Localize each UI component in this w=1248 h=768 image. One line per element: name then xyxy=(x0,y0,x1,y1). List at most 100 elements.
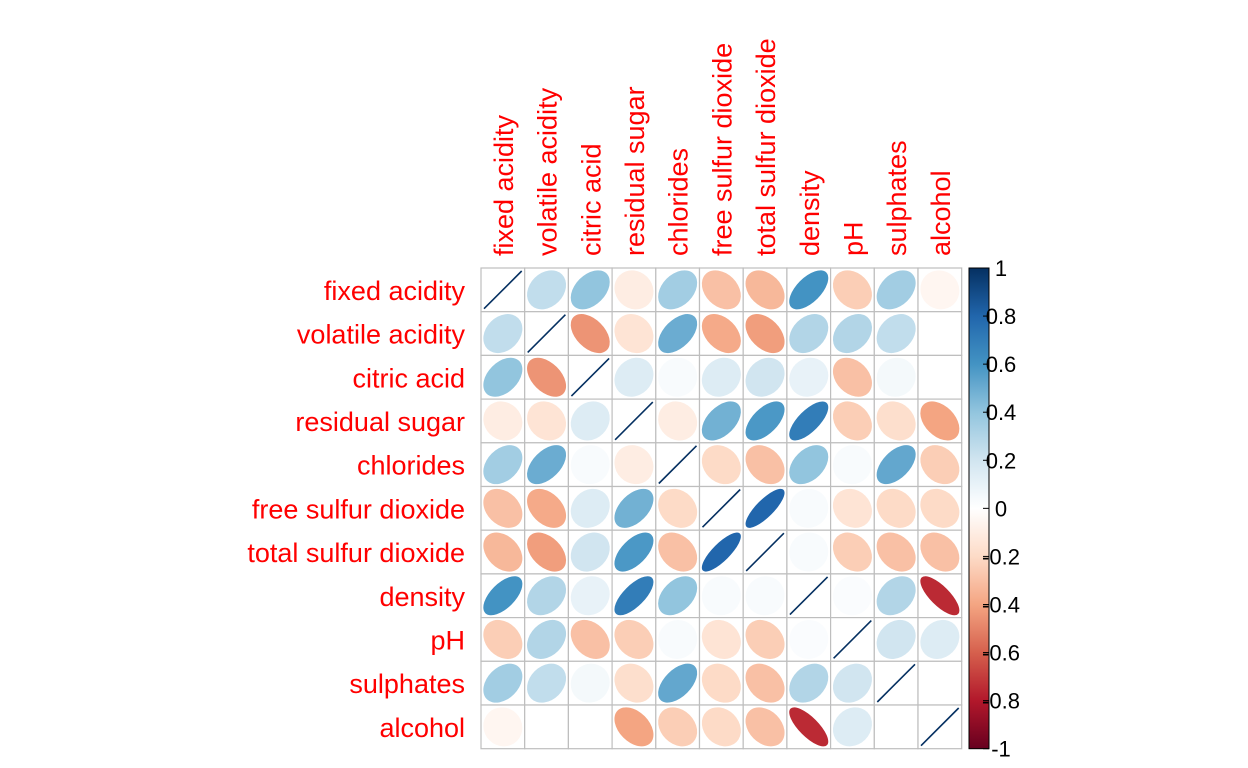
cell-ph-x-sulphates xyxy=(873,616,919,662)
diagonal-ellipse xyxy=(920,707,960,747)
cell-citric-acid-x-residual-sugar xyxy=(611,354,657,400)
correlation-ellipse xyxy=(745,576,785,616)
correlation-ellipse xyxy=(920,357,960,397)
correlation-ellipse xyxy=(701,270,741,310)
correlation-ellipse xyxy=(701,663,741,703)
cell-fixed-acidity-x-sulphates xyxy=(873,267,919,313)
correlation-ellipse xyxy=(614,488,654,528)
correlation-ellipse xyxy=(570,707,610,747)
cell-citric-acid-x-sulphates xyxy=(873,354,919,400)
correlation-ellipse xyxy=(483,314,523,354)
cell-fixed-acidity-x-chlorides xyxy=(655,267,701,313)
correlation-ellipse xyxy=(658,314,698,354)
cell-free-sulfur-dioxide-x-sulphates xyxy=(873,485,919,531)
colorbar-tick-label: -0.2 xyxy=(982,544,1020,569)
correlation-ellipse xyxy=(832,707,872,747)
row-label-alcohol: alcohol xyxy=(379,713,465,743)
correlation-cells xyxy=(480,267,963,750)
colorbar-tick-label: -0.4 xyxy=(982,592,1020,617)
cell-chlorides-x-volatile-acidity xyxy=(524,442,570,488)
cell-ph-x-total-sulfur-dioxide xyxy=(742,616,788,662)
cell-volatile-acidity-x-free-sulfur-dioxide xyxy=(698,311,744,357)
correlation-ellipse xyxy=(832,663,872,703)
colorbar-tick-label: 0 xyxy=(995,496,1007,521)
row-label-sulphates: sulphates xyxy=(349,669,465,699)
correlation-ellipse xyxy=(745,663,785,703)
cell-alcohol-x-ph xyxy=(829,704,875,750)
cell-fixed-acidity-x-density xyxy=(786,267,832,313)
cell-chlorides-x-citric-acid xyxy=(567,442,613,488)
correlation-ellipse xyxy=(920,314,960,354)
cell-chlorides-x-residual-sugar xyxy=(611,442,657,488)
correlation-ellipse xyxy=(701,707,741,747)
correlation-ellipse xyxy=(745,401,785,441)
cell-sulphates-x-residual-sugar xyxy=(611,660,657,706)
cell-sulphates-x-sulphates xyxy=(873,660,919,706)
cell-citric-acid-x-fixed-acidity xyxy=(480,354,526,400)
cell-sulphates-x-density xyxy=(786,660,832,706)
correlation-ellipse xyxy=(701,401,741,441)
cell-volatile-acidity-x-total-sulfur-dioxide xyxy=(742,311,788,357)
correlation-ellipse xyxy=(527,532,567,572)
cell-citric-acid-x-total-sulfur-dioxide xyxy=(742,354,788,400)
column-label-alcohol: alcohol xyxy=(926,170,956,256)
correlation-ellipse xyxy=(527,663,567,703)
cell-volatile-acidity-x-density xyxy=(786,311,832,357)
row-labels: fixed acidity volatile acidity citric acid… xyxy=(247,276,465,743)
column-label-chlorides: chlorides xyxy=(664,148,694,256)
correlation-ellipse xyxy=(832,532,872,572)
correlation-ellipse xyxy=(832,445,872,485)
cell-density-x-residual-sugar xyxy=(611,573,657,619)
cell-free-sulfur-dioxide-x-ph xyxy=(829,485,875,531)
column-label-free-sulfur-dioxide: free sulfur dioxide xyxy=(707,43,737,256)
correlation-ellipse xyxy=(745,314,785,354)
correlation-ellipse xyxy=(483,488,523,528)
cell-citric-acid-x-citric-acid xyxy=(567,354,613,400)
cell-citric-acid-x-ph xyxy=(829,354,875,400)
cell-alcohol-x-total-sulfur-dioxide xyxy=(742,704,788,750)
correlation-ellipse xyxy=(527,619,567,659)
correlation-ellipse xyxy=(701,357,741,397)
correlation-ellipse xyxy=(920,663,960,703)
correlation-ellipse xyxy=(483,619,523,659)
correlation-ellipse xyxy=(483,576,523,616)
cell-sulphates-x-ph xyxy=(829,660,875,706)
cell-alcohol-x-sulphates xyxy=(873,704,919,750)
correlation-ellipse xyxy=(658,357,698,397)
correlation-ellipse xyxy=(745,270,785,310)
correlation-ellipse xyxy=(789,357,829,397)
correlation-ellipse xyxy=(527,270,567,310)
cell-alcohol-x-alcohol xyxy=(917,704,963,750)
diagonal-ellipse xyxy=(527,314,566,353)
cell-volatile-acidity-x-sulphates xyxy=(873,311,919,357)
row-label-chlorides: chlorides xyxy=(357,451,465,481)
correlation-ellipse xyxy=(614,619,654,659)
row-label-free-sulfur-dioxide: free sulfur dioxide xyxy=(252,494,465,524)
correlation-ellipse xyxy=(701,619,741,659)
colorbar-tick-label: -0.8 xyxy=(982,689,1020,714)
cell-alcohol-x-residual-sugar xyxy=(611,704,657,750)
cell-ph-x-ph xyxy=(829,616,875,662)
cell-free-sulfur-dioxide-x-alcohol xyxy=(917,485,963,531)
correlation-ellipse xyxy=(614,270,654,310)
correlation-ellipse xyxy=(614,663,654,703)
correlation-ellipse xyxy=(658,663,698,703)
cell-residual-sugar-x-chlorides xyxy=(655,398,701,444)
correlation-ellipse xyxy=(876,314,916,354)
correlation-ellipse xyxy=(920,576,960,616)
diagonal-ellipse xyxy=(789,576,829,616)
correlation-ellipse xyxy=(876,445,916,485)
cell-fixed-acidity-x-fixed-acidity xyxy=(480,267,526,313)
correlation-ellipse xyxy=(876,619,916,659)
correlation-ellipse xyxy=(483,445,523,485)
correlation-ellipse xyxy=(789,619,829,659)
correlation-ellipse xyxy=(658,270,698,310)
correlation-ellipse xyxy=(920,401,960,441)
column-label-ph: pH xyxy=(838,221,868,256)
cell-citric-acid-x-volatile-acidity xyxy=(524,354,570,400)
correlation-ellipse xyxy=(745,488,785,528)
correlation-ellipse xyxy=(483,663,523,703)
cell-residual-sugar-x-ph xyxy=(829,398,875,444)
cell-free-sulfur-dioxide-x-citric-acid xyxy=(567,485,613,531)
correlation-ellipse xyxy=(701,314,741,354)
